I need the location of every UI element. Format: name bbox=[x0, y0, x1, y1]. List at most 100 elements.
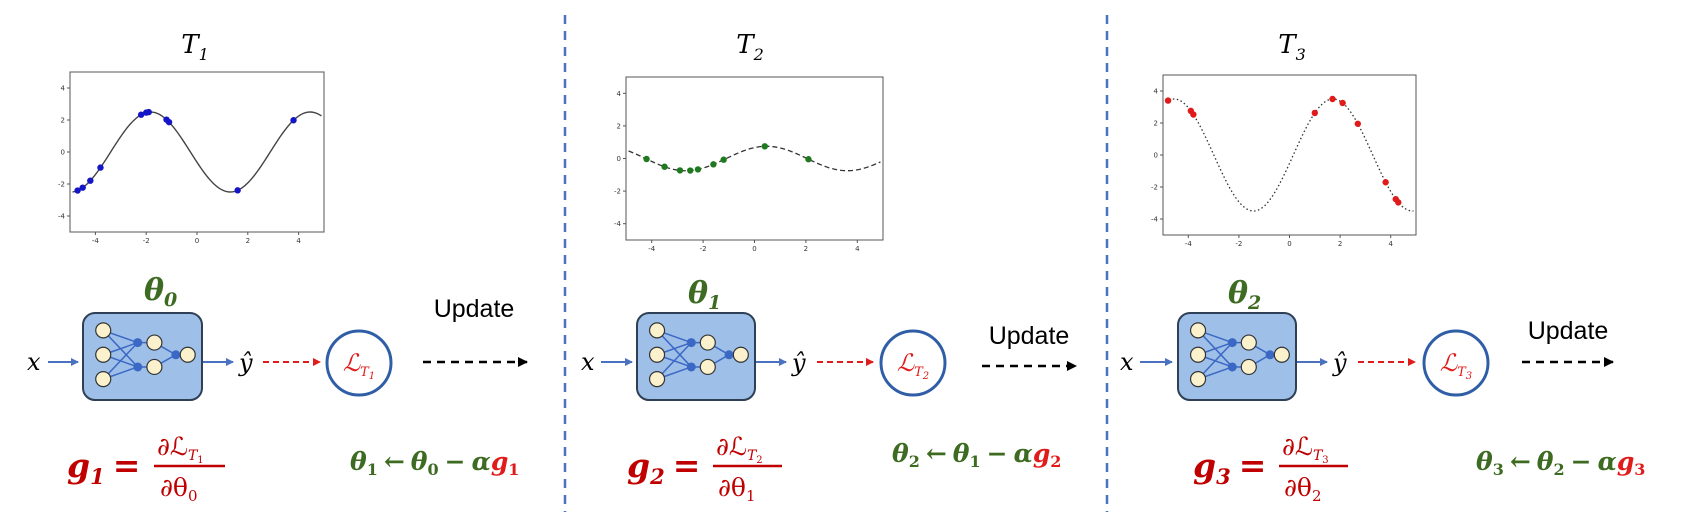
gradient-numerator: ∂ℒT1 bbox=[157, 432, 204, 466]
param-update: θ3 ← θ2− αg3 bbox=[1476, 447, 1645, 479]
y-tick-label: 0 bbox=[1154, 152, 1158, 160]
gradient-denominator: ∂θ2 bbox=[1284, 473, 1322, 505]
param-update: θ1 ← θ0− αg1 bbox=[350, 447, 519, 479]
y-tick-label: 4 bbox=[61, 85, 66, 93]
hidden-node bbox=[133, 362, 143, 372]
y-tick-label: -2 bbox=[58, 181, 65, 189]
y-tick-label: 2 bbox=[61, 117, 65, 125]
x-tick-label: -4 bbox=[648, 245, 656, 253]
hidden-node bbox=[1227, 338, 1237, 348]
input-node bbox=[648, 371, 666, 388]
gradient-formula: g3 = ∂ℒT3 ∂θ2 bbox=[1193, 432, 1348, 505]
hidden-node bbox=[146, 334, 163, 351]
sample-point bbox=[234, 187, 241, 194]
x-tick-label: 0 bbox=[1287, 240, 1291, 248]
input-node bbox=[95, 346, 112, 363]
stage-2: T2 -4 -2 0 2 4 4 2 0 -2 -4 θ1 x ŷ ℒT2 Update g2 = … bbox=[581, 30, 1077, 505]
sample-point bbox=[1382, 179, 1389, 186]
theta-label: θ0 bbox=[144, 273, 177, 311]
y-tick-label: -2 bbox=[1151, 184, 1158, 192]
hidden-node bbox=[133, 338, 143, 348]
x-tick-label: 4 bbox=[855, 245, 860, 253]
sample-point bbox=[661, 163, 668, 170]
network-frame bbox=[82, 312, 203, 401]
x-tick-label: -2 bbox=[1235, 240, 1242, 248]
theta-label: θ2 bbox=[1228, 276, 1261, 314]
y-tick-label: 4 bbox=[617, 90, 622, 98]
sample-point bbox=[1311, 109, 1319, 117]
plot-frame bbox=[69, 71, 325, 233]
loss-node bbox=[325, 329, 393, 397]
sample-point bbox=[1339, 99, 1346, 107]
gradient-numerator: ∂ℒT3 bbox=[1282, 432, 1329, 466]
sample-point bbox=[145, 108, 152, 116]
task-chart: -4 -2 0 2 4 4 2 0 -2 -4 bbox=[1151, 74, 1417, 248]
input-label: x bbox=[581, 348, 595, 376]
sample-point bbox=[1329, 95, 1336, 103]
x-tick-label: 0 bbox=[752, 245, 756, 253]
task-title: T3 bbox=[1278, 30, 1306, 64]
y-tick-label: 0 bbox=[617, 155, 621, 163]
x-tick-label: -4 bbox=[1185, 240, 1193, 248]
gradient-denominator: ∂θ0 bbox=[160, 473, 198, 505]
network-frame bbox=[636, 312, 756, 401]
input-label: x bbox=[1120, 348, 1134, 376]
update-label: Update bbox=[1528, 317, 1609, 345]
task-title: T2 bbox=[736, 30, 764, 64]
stage-3: T3 -4 -2 0 2 4 4 2 0 -2 -4 θ2 x ŷ ℒT3 Update g3 = … bbox=[1120, 30, 1645, 505]
stage-1: T1 -4 -2 0 2 4 4 2 0 -2 -4 θ0 x ŷ ℒT1 Update g1 = … bbox=[27, 30, 528, 505]
gradient-lhs: g2 = bbox=[627, 446, 700, 489]
hidden-node bbox=[1240, 358, 1257, 376]
sample-point bbox=[165, 118, 173, 126]
output-node bbox=[732, 346, 749, 363]
network-box bbox=[82, 312, 203, 401]
x-tick-label: 4 bbox=[296, 237, 301, 245]
param-update: θ2 ← θ1− αg2 bbox=[892, 439, 1061, 471]
sample-point bbox=[137, 111, 145, 118]
y-tick-label: -4 bbox=[1151, 216, 1159, 224]
input-node bbox=[1189, 322, 1207, 339]
output-node bbox=[1273, 346, 1290, 363]
theta-label: θ1 bbox=[688, 276, 721, 314]
hidden-node bbox=[686, 338, 696, 348]
sample-point bbox=[687, 167, 694, 174]
x-tick-label: 4 bbox=[1388, 240, 1393, 248]
gradient-lhs: g3 = bbox=[1193, 446, 1266, 489]
target-curve bbox=[72, 111, 322, 193]
input-node bbox=[1189, 346, 1207, 363]
update-label: Update bbox=[989, 322, 1070, 350]
loss-node bbox=[1422, 329, 1490, 397]
y-tick-label: 2 bbox=[617, 122, 621, 130]
loss-label: ℒT3 bbox=[1440, 349, 1472, 382]
sample-point bbox=[87, 177, 94, 184]
gradient-lhs: g1 = bbox=[67, 446, 140, 489]
loss-node bbox=[879, 329, 947, 397]
sample-point bbox=[720, 156, 727, 163]
network-edge bbox=[1197, 342, 1233, 380]
sample-point bbox=[676, 167, 684, 174]
sample-point bbox=[694, 166, 702, 173]
output-label: ŷ bbox=[238, 349, 253, 377]
y-tick-label: 0 bbox=[61, 149, 65, 157]
network-box bbox=[1177, 312, 1297, 401]
hidden-node bbox=[146, 358, 163, 376]
gradient-formula: g1 = ∂ℒT1 ∂θ0 bbox=[67, 432, 225, 505]
input-node bbox=[648, 322, 666, 339]
loss-label: ℒT2 bbox=[897, 349, 929, 382]
x-tick-label: 2 bbox=[246, 237, 250, 245]
hidden-node bbox=[171, 350, 181, 360]
network-frame bbox=[1177, 312, 1297, 401]
sample-point bbox=[761, 143, 768, 150]
sample-point bbox=[97, 164, 104, 171]
plot-frame bbox=[1162, 74, 1417, 236]
input-node bbox=[648, 346, 666, 363]
x-tick-label: 2 bbox=[804, 245, 808, 253]
sample-point bbox=[643, 155, 650, 163]
sample-point bbox=[1354, 120, 1362, 127]
hidden-node bbox=[699, 358, 716, 376]
task-title: T1 bbox=[181, 30, 209, 64]
task-chart: -4 -2 0 2 4 4 2 0 -2 -4 bbox=[614, 76, 884, 253]
target-curve bbox=[1165, 98, 1414, 212]
input-label: x bbox=[27, 348, 41, 376]
